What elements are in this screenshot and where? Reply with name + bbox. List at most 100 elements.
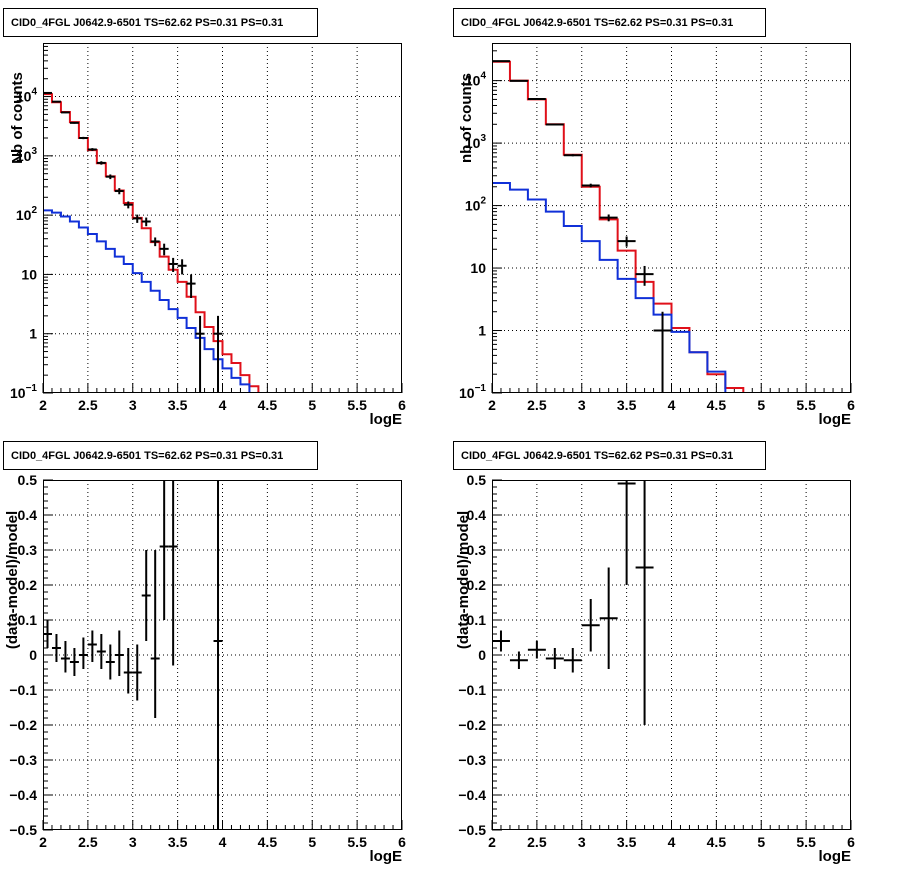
chart-panel-1: CID0_4FGL J0642.9-6501 TS=62.62 PS=0.31 … xyxy=(3,8,406,428)
y-tick-label: 103 xyxy=(16,146,38,164)
y-tick-base: 10 xyxy=(10,385,26,401)
x-tick-label: 2 xyxy=(39,834,47,850)
plot-area xyxy=(43,91,402,393)
data-point xyxy=(195,315,205,393)
data-point xyxy=(168,480,178,666)
data-point xyxy=(96,634,106,669)
y-tick-base: 10 xyxy=(465,198,481,214)
data-point xyxy=(545,648,564,669)
data-point xyxy=(509,79,528,82)
data-point xyxy=(60,111,70,114)
grid xyxy=(492,480,851,830)
y-tick-exponent: 4 xyxy=(480,71,486,82)
data-point xyxy=(635,265,654,286)
y-tick-label: 102 xyxy=(465,196,487,214)
y-tick-label: −0.5 xyxy=(458,822,486,838)
x-tick-label: 2 xyxy=(488,397,496,413)
x-tick-label: 4 xyxy=(219,834,227,850)
data-point xyxy=(527,641,546,659)
data-point xyxy=(527,97,546,100)
x-tick-label: 4.5 xyxy=(707,834,727,850)
x-tick-label: 4 xyxy=(219,397,227,413)
grid xyxy=(492,43,851,393)
x-tick-label: 3 xyxy=(578,397,586,413)
data-point xyxy=(141,217,151,227)
y-tick-label: −0.1 xyxy=(458,682,486,698)
total_model-histogram xyxy=(492,60,851,393)
x-axis-label: logE xyxy=(819,411,852,428)
x-tick-label: 6 xyxy=(847,834,855,850)
data-point xyxy=(69,121,79,124)
chart-title: CID0_4FGL J0642.9-6501 TS=62.62 PS=0.31 … xyxy=(461,450,733,462)
data-point xyxy=(43,620,52,648)
data-point xyxy=(51,634,61,662)
y-axis-label: (data-model)/model xyxy=(4,511,21,649)
y-tick-exponent: 2 xyxy=(480,196,486,207)
data-point xyxy=(563,154,582,157)
x-tick-label: 3.5 xyxy=(168,834,188,850)
chart-panel-3: CID0_4FGL J0642.9-6501 TS=62.62 PS=0.31 … xyxy=(3,441,406,865)
data-point xyxy=(635,480,654,725)
y-tick-label: 0.4 xyxy=(467,507,487,523)
y-tick-label: 104 xyxy=(16,87,38,105)
data-point xyxy=(186,274,196,299)
data-point xyxy=(114,188,124,195)
x-tick-label: 2 xyxy=(39,397,47,413)
x-tick-label: 4.5 xyxy=(707,397,727,413)
x-tick-label: 5 xyxy=(757,834,765,850)
y-tick-label: 0.3 xyxy=(467,542,487,558)
y-tick-label: 0.1 xyxy=(18,612,38,628)
plot-area xyxy=(43,480,223,830)
title-box xyxy=(453,441,766,470)
data-point xyxy=(60,641,70,673)
y-tick-label: 102 xyxy=(16,205,38,223)
x-tick-label: 2.5 xyxy=(78,834,98,850)
x-tick-label: 4.5 xyxy=(258,397,278,413)
data-point xyxy=(177,259,187,275)
y-tick-base: 10 xyxy=(459,385,475,401)
y-axis-label: nb of counts xyxy=(458,73,475,163)
data-point xyxy=(123,648,133,694)
x-tick-label: 2 xyxy=(488,834,496,850)
x-tick-label: 3.5 xyxy=(617,397,637,413)
x-axis-label: logE xyxy=(819,848,852,865)
plot-area xyxy=(492,60,851,393)
data-point xyxy=(168,257,178,272)
x-tick-label: 4.5 xyxy=(258,834,278,850)
data-point xyxy=(213,315,223,393)
y-tick-label: 10 xyxy=(470,260,486,276)
data-point xyxy=(51,100,61,103)
plot-frame xyxy=(492,43,851,393)
data-point xyxy=(545,123,564,126)
x-tick-label: 6 xyxy=(398,834,406,850)
data-point xyxy=(150,550,160,718)
data-point xyxy=(509,651,528,669)
data-point xyxy=(617,236,636,247)
y-tick-label: −0.4 xyxy=(458,787,486,803)
y-tick-base: 10 xyxy=(16,207,32,223)
data-point xyxy=(581,183,600,188)
plot-frame xyxy=(43,480,402,830)
data-point xyxy=(132,644,142,701)
chart-panel-4: CID0_4FGL J0642.9-6501 TS=62.62 PS=0.31 … xyxy=(453,441,855,865)
y-tick-label: 10−1 xyxy=(10,383,37,401)
y-tick-label: 1 xyxy=(29,326,37,342)
x-tick-label: 5.5 xyxy=(347,834,367,850)
data-point xyxy=(159,243,169,256)
y-tick-label: 0.2 xyxy=(18,577,38,593)
y-tick-base: 10 xyxy=(465,73,481,89)
x-tick-label: 3 xyxy=(578,834,586,850)
data-point xyxy=(87,148,97,151)
x-tick-label: 4 xyxy=(668,834,676,850)
x-tick-label: 5.5 xyxy=(796,397,816,413)
x-tick-label: 2.5 xyxy=(527,834,547,850)
x-tick-label: 3.5 xyxy=(617,834,637,850)
data-point xyxy=(599,567,618,669)
y-tick-label: −0.1 xyxy=(9,682,37,698)
y-tick-label: 10 xyxy=(21,266,37,282)
y-tick-label: 1 xyxy=(478,323,486,339)
y-tick-base: 10 xyxy=(16,89,32,105)
x-tick-label: 3 xyxy=(129,834,137,850)
x-tick-label: 5 xyxy=(308,834,316,850)
